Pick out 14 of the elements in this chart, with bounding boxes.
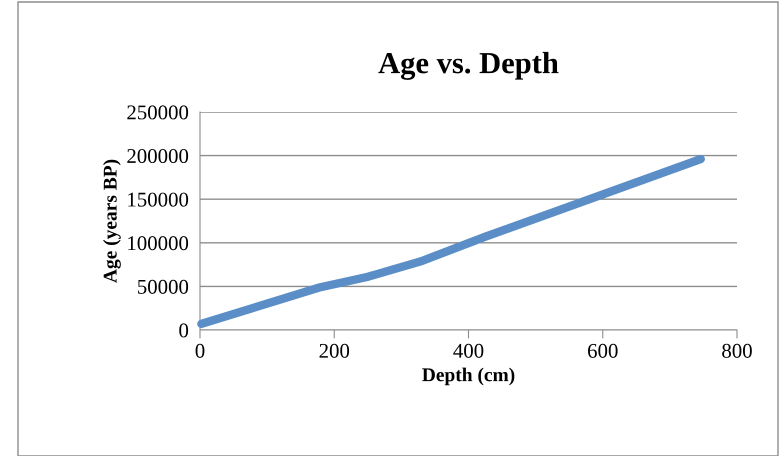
- y-tick-label: 250000: [127, 105, 188, 120]
- y-tick-label: 150000: [128, 192, 188, 207]
- x-tick-label: 0: [196, 344, 204, 358]
- x-tick-label: 400: [453, 344, 484, 358]
- y-tick-label: 50000: [138, 280, 188, 294]
- x-tick-label: 800: [722, 344, 752, 358]
- x-tick-label: 200: [320, 344, 350, 358]
- y-tick-label: 100000: [128, 236, 188, 250]
- x-tick-label: 600: [588, 344, 618, 358]
- y-tick-label: 0: [179, 323, 188, 338]
- y-axis-title: Age (years BP): [103, 160, 121, 283]
- y-tick-label: 200000: [127, 148, 188, 164]
- x-axis-title: Depth (cm): [422, 368, 514, 386]
- chart-title: Age vs. Depth: [378, 52, 558, 80]
